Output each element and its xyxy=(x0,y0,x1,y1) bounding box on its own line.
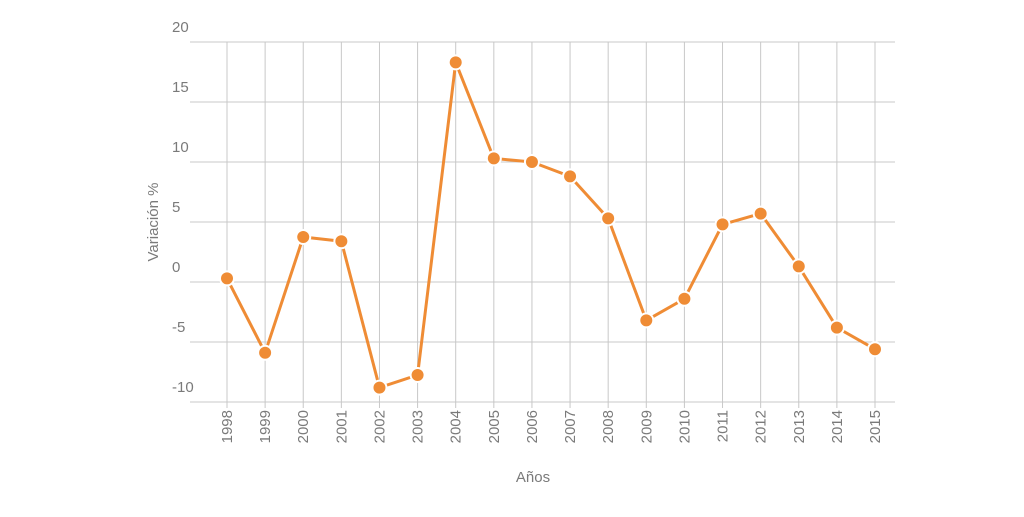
x-tick-label: 2001 xyxy=(333,410,350,443)
x-tick-label: 2005 xyxy=(486,410,503,443)
data-point xyxy=(333,233,350,250)
data-point xyxy=(371,379,388,396)
y-tick-label: 10 xyxy=(172,139,189,156)
data-point xyxy=(562,168,579,185)
data-point xyxy=(409,367,426,383)
data-point xyxy=(790,258,807,275)
data-point xyxy=(523,154,540,170)
x-tick-label: 2009 xyxy=(638,410,655,443)
x-tick-label: 2004 xyxy=(448,410,465,443)
data-point xyxy=(295,229,312,245)
data-point xyxy=(828,319,845,336)
x-tick-label: 2011 xyxy=(715,410,732,442)
x-tick-label: 2010 xyxy=(676,410,693,443)
data-point xyxy=(257,344,274,361)
data-point xyxy=(485,150,502,167)
x-tick-label: 2000 xyxy=(295,410,312,443)
y-axis-title: Variación % xyxy=(145,183,162,262)
data-point xyxy=(714,216,731,233)
y-tick-label: 5 xyxy=(172,199,180,216)
x-tick-label: 1998 xyxy=(219,410,236,443)
data-point xyxy=(447,54,464,71)
x-tick-label: 2015 xyxy=(867,410,884,443)
x-tick-label: 1999 xyxy=(257,410,274,443)
x-tick-label: 2007 xyxy=(562,410,579,443)
x-tick-label: 2014 xyxy=(829,410,846,443)
x-tick-label: 2006 xyxy=(524,410,541,443)
data-point xyxy=(867,341,883,358)
data-point xyxy=(752,205,769,222)
y-tick-label: 20 xyxy=(172,19,189,36)
data-point xyxy=(638,312,655,329)
y-tick-label: -10 xyxy=(172,379,194,396)
series-line xyxy=(225,60,876,390)
x-tick-label: 2003 xyxy=(410,410,427,443)
data-point xyxy=(219,270,235,287)
x-axis-title: Años xyxy=(516,469,550,486)
y-tick-label: 15 xyxy=(172,79,189,96)
y-tick-label: 0 xyxy=(172,259,180,276)
data-point xyxy=(600,210,617,227)
x-tick-label: 2012 xyxy=(753,410,770,443)
data-point xyxy=(676,290,693,307)
x-tick-label: 2013 xyxy=(791,410,808,443)
x-tick-label: 2008 xyxy=(600,410,617,443)
y-tick-label: -5 xyxy=(172,319,185,336)
x-tick-label: 2002 xyxy=(371,410,388,443)
